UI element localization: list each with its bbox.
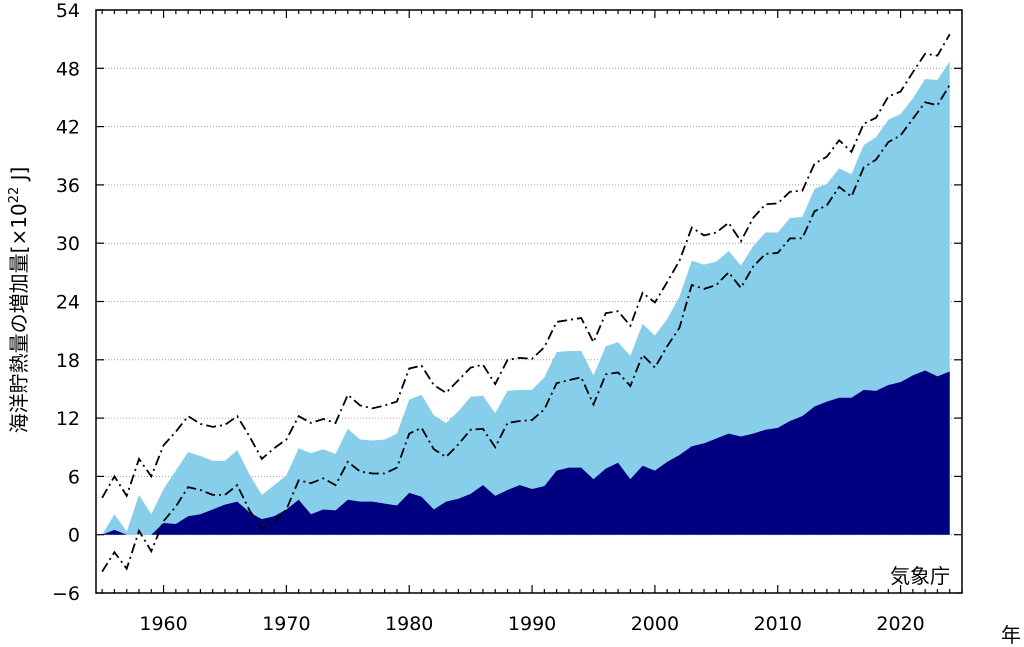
y-tick-label: 12 (56, 408, 80, 430)
x-tick-label: 2020 (876, 613, 924, 635)
y-tick-label: 36 (56, 175, 80, 197)
y-tick-label: 30 (56, 233, 80, 255)
x-tick-label: 1970 (262, 613, 310, 635)
y-axis-label-unit: [×10 (7, 203, 31, 253)
y-tick-label: 6 (68, 466, 80, 488)
x-tick-marks (101, 10, 963, 593)
y-axis-label-exponent: 22 (7, 187, 22, 204)
x-tick-label: 1990 (508, 613, 556, 635)
x-tick-label: 1980 (385, 613, 433, 635)
y-axis-label: 海洋貯熱量の増加量[×1022 J] (7, 167, 31, 434)
y-tick-label: 0 (68, 525, 80, 547)
upper-layer-area (102, 61, 950, 535)
y-axis-label-unit-end: J] (7, 167, 31, 187)
y-axis-label-main: 海洋貯熱量の増加量 (7, 253, 31, 433)
x-tick-label: 1960 (139, 613, 187, 635)
y-tick-label: −6 (52, 583, 80, 605)
y-tick-label: 54 (56, 0, 80, 22)
y-tick-label: 24 (56, 292, 80, 314)
x-tick-label: 2000 (631, 613, 679, 635)
uncertainty-upper-line (101, 33, 951, 499)
y-tick-label: 42 (56, 117, 80, 139)
y-tick-label: 18 (56, 350, 80, 372)
uncertainty-lines-group (101, 33, 951, 573)
lower-layer-area (102, 370, 950, 535)
y-tick-label: 48 (56, 58, 80, 80)
x-tick-label: 2010 (754, 613, 802, 635)
lower-layer-area-group (102, 370, 950, 535)
uncertainty-lower-line (101, 84, 951, 573)
x-axis-label: 年 (1001, 623, 1021, 647)
credit-label: 気象庁 (890, 564, 950, 588)
upper-layer-area-group (102, 61, 950, 535)
